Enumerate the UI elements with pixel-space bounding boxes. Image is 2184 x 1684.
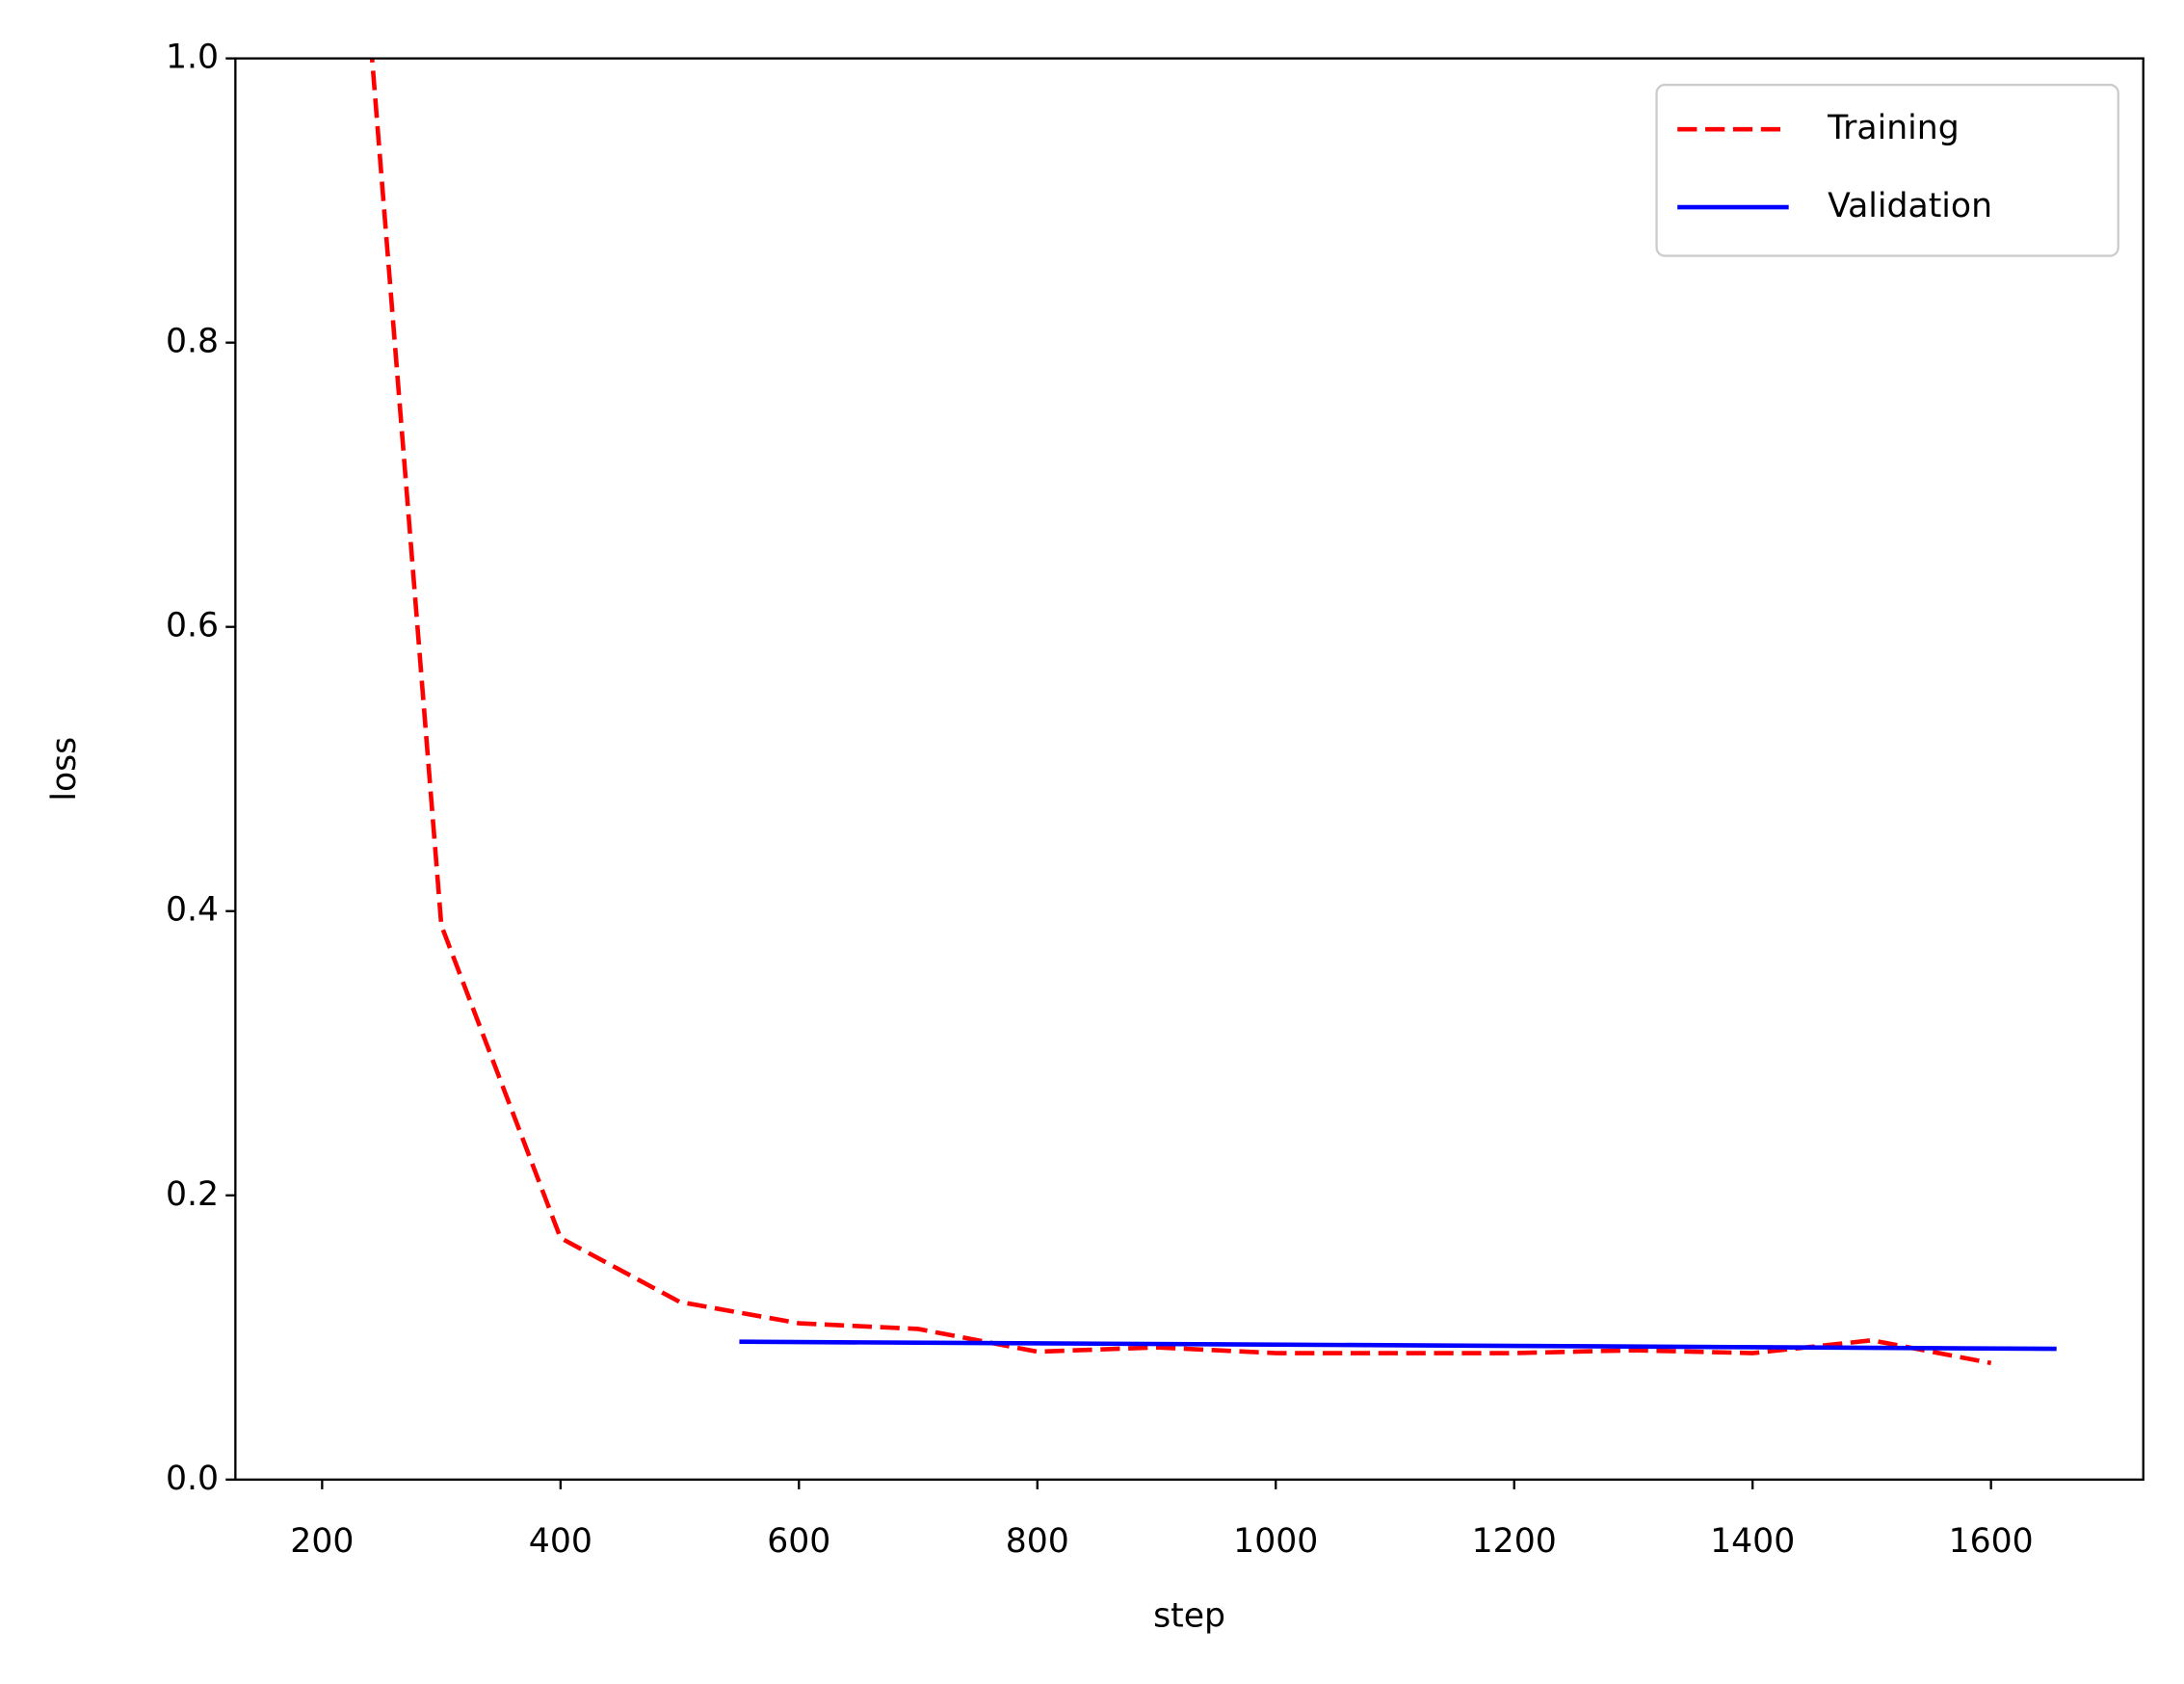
x-tick-label: 200: [290, 1522, 354, 1561]
y-tick-label: 0.2: [166, 1175, 219, 1214]
x-tick-label: 1400: [1710, 1522, 1795, 1561]
x-tick-label: 1000: [1233, 1522, 1318, 1561]
x-tick-label: 400: [529, 1522, 592, 1561]
legend-label: Validation: [1828, 187, 1992, 225]
x-tick-label: 1200: [1472, 1522, 1557, 1561]
x-tick-label: 800: [1006, 1522, 1069, 1561]
plot-area: [369, 58, 2057, 1366]
y-axis-label: loss: [45, 737, 84, 802]
y-tick-label: 0.0: [166, 1460, 219, 1498]
axes-frame: [234, 57, 2145, 1481]
x-tick-label: 1600: [1949, 1522, 2034, 1561]
y-tick-label: 0.8: [166, 323, 219, 361]
series-line: [369, 58, 1992, 1366]
y-tick-label: 0.6: [166, 607, 219, 645]
x-tick-label: 600: [767, 1522, 830, 1561]
y-tick-label: 1.0: [166, 39, 219, 77]
legend-label: Training: [1827, 109, 1960, 147]
y-tick-label: 0.4: [166, 891, 219, 930]
legend: Training Validation: [1655, 83, 2119, 257]
series-line: [739, 1339, 2057, 1352]
x-axis-label: step: [1153, 1597, 1225, 1636]
